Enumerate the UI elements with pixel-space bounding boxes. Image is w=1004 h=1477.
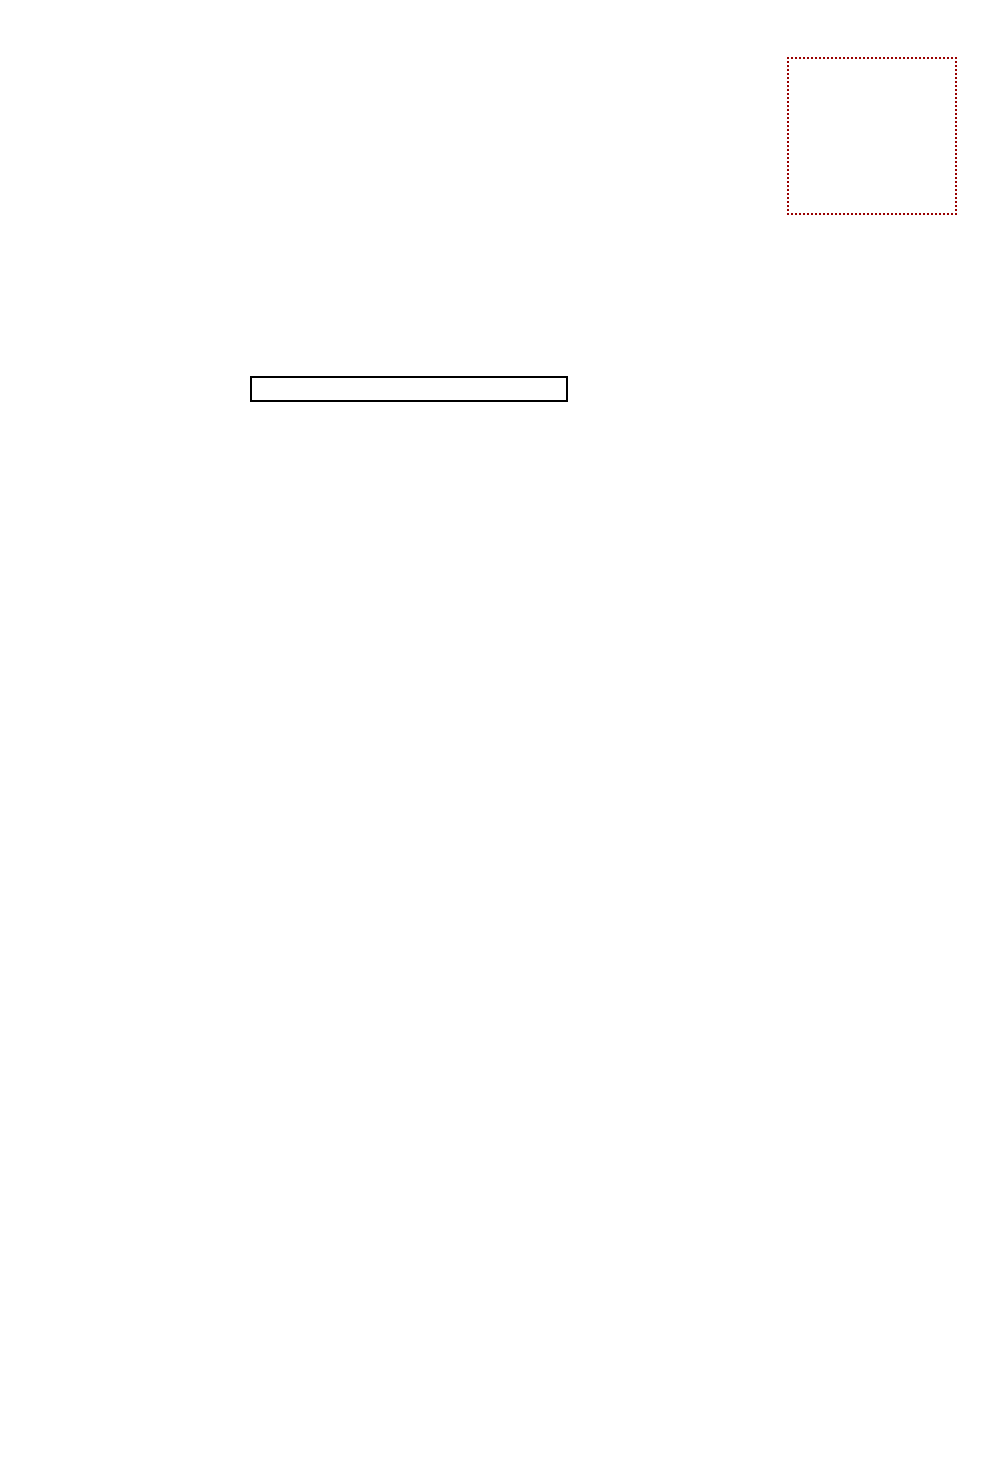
start-time-box	[250, 376, 568, 402]
sun-dial-box	[787, 57, 957, 215]
sun-disk	[789, 59, 955, 213]
night-sector-plot	[790, 1218, 940, 1408]
goes-flux-plot	[37, 57, 756, 215]
tc-tick-bar	[37, 403, 756, 413]
corrected-spectra-plot	[37, 1218, 760, 1408]
ba-status-bar	[37, 326, 756, 352]
orbit-zigzag-plot	[37, 272, 756, 322]
first-order-plot	[787, 248, 950, 390]
prot-el-intensity-bar	[37, 249, 756, 270]
